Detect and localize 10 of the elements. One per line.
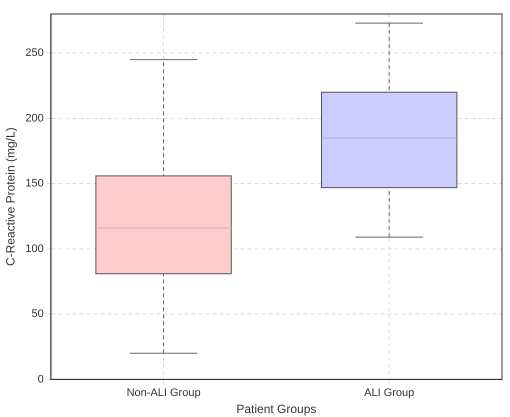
x-tick-label: Non-ALI Group [126,387,201,400]
y-tick-label: 50 [32,308,44,320]
y-tick-label: 200 [25,112,44,124]
y-tick-label: 100 [25,242,44,255]
y-axis-title: C-Reactive Protein (mg/L) [4,127,18,266]
x-axis-title: Patient Groups [236,402,316,416]
x-tick-label: ALI Group [364,387,414,400]
y-tick-label: 250 [25,47,44,60]
y-tick-label: 150 [25,178,44,190]
y-tick-label: 0 [38,373,44,386]
